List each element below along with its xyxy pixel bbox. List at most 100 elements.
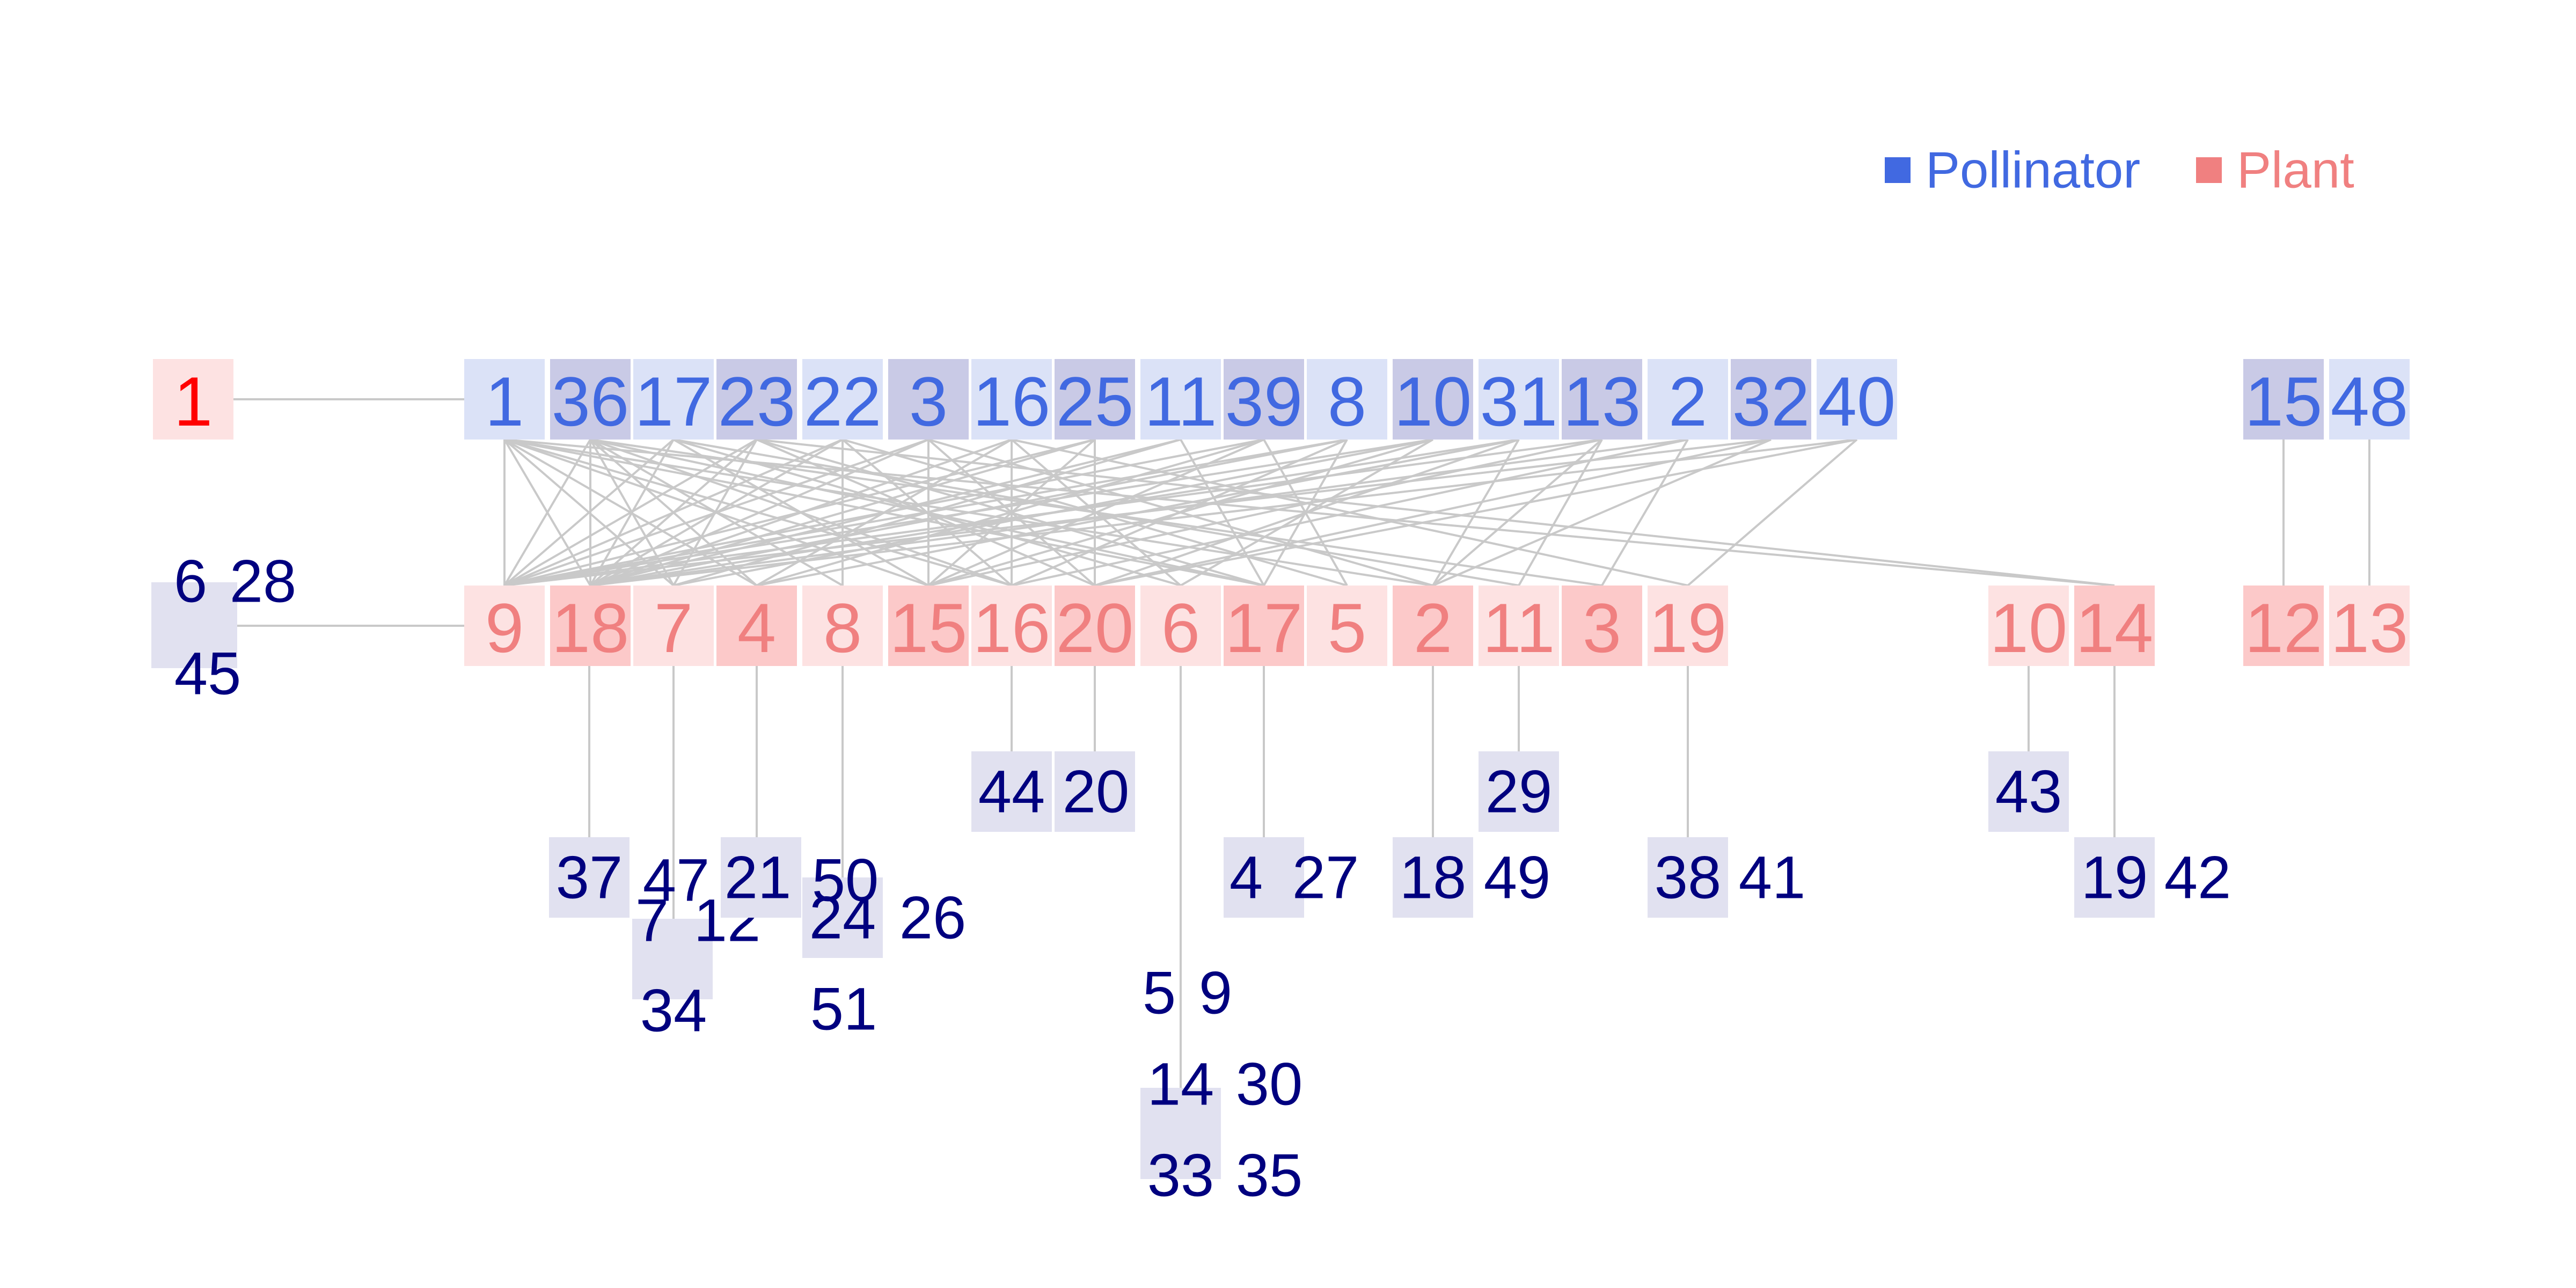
plant-node-box <box>1055 586 1135 666</box>
pollinator-node-box <box>1731 359 1811 440</box>
plant-node-box <box>1307 586 1387 666</box>
plant-node-label: 3 <box>1583 589 1621 667</box>
plant-node-19: 19 <box>1648 586 1728 667</box>
pollinator-node-label: 10 <box>1394 362 1472 441</box>
plant-node-2: 2 <box>1393 586 1473 667</box>
pollinator-node-23: 23 <box>716 359 797 441</box>
pollinator-group-member: 21 <box>724 844 792 911</box>
pollinator-node-box <box>888 359 969 440</box>
edge-P32-A2 <box>1432 438 1772 587</box>
pollinator-group-box <box>1648 837 1728 918</box>
pollinator-node-label: 48 <box>2331 362 2409 441</box>
pollinator-node-box <box>1307 359 1387 440</box>
plant-node-14: 14 <box>2074 586 2155 667</box>
pollinator-node-36: 36 <box>550 359 631 441</box>
pollinator-group-box <box>971 751 1052 832</box>
pollinator-group-box <box>802 877 883 958</box>
pollinator-node-label: 36 <box>552 362 630 441</box>
pollinator-node-1: 1 <box>464 359 545 441</box>
plant-node-box <box>1224 586 1304 666</box>
edge-P10-A15 <box>928 438 1433 587</box>
edge-P25-A18 <box>590 438 1095 587</box>
pollinator-group-member: 38 <box>1655 844 1722 911</box>
pollinator-group-18: 37 <box>549 837 630 918</box>
pollinator-node-label: 3 <box>909 362 948 441</box>
edge-P22-A9 <box>504 438 843 587</box>
pollinator-group-member: 45 <box>174 640 241 707</box>
pollinator-node-label: 22 <box>804 362 882 441</box>
pollinator-node-label: 17 <box>635 362 713 441</box>
pollinator-group-member: 29 <box>1485 758 1553 825</box>
pollinator-group-16: 44 <box>971 751 1052 832</box>
pollinator-node-label: 31 <box>1480 362 1558 441</box>
pollinator-node-17: 17 <box>633 359 714 441</box>
pollinator-group-member: 5 <box>1143 960 1176 1027</box>
plant-node-box <box>2243 586 2324 666</box>
plant-node-label: 20 <box>1056 589 1134 667</box>
pollinator-group-member: 20 <box>1063 758 1130 825</box>
pollinator-node-11: 11 <box>1140 359 1221 441</box>
plant-node-box <box>716 586 797 666</box>
pollinator-group-6: 5 9 14 30 33 35 <box>1140 960 1302 1209</box>
edge-P36-A9 <box>503 438 591 587</box>
plant-node-1: 1 <box>153 359 233 441</box>
edge-P3-A9 <box>504 438 929 587</box>
pollinator-node-label: 32 <box>1732 362 1810 441</box>
pollinator-node-2: 2 <box>1648 359 1728 441</box>
pollinator-node-box <box>1140 359 1221 440</box>
pollinator-node-31: 31 <box>1479 359 1559 441</box>
pollinator-node-box <box>1648 359 1728 440</box>
plant-node-6: 6 <box>1140 586 1221 667</box>
plant-node-15: 15 <box>888 586 969 667</box>
pollinator-node-25: 25 <box>1055 359 1135 441</box>
legend: Pollinator Plant <box>1885 142 2354 199</box>
plant-node-box <box>464 586 545 666</box>
plant-node-label: 6 <box>1161 589 1200 667</box>
pollinator-node-label: 2 <box>1668 362 1707 441</box>
pollinator-group-member: 37 <box>556 844 623 911</box>
pollinator-node-label: 15 <box>2245 362 2323 441</box>
pollinator-node-label: 8 <box>1328 362 1366 441</box>
pollinator-group-member: 4 <box>1230 844 1263 911</box>
plant-node-box <box>971 586 1052 666</box>
plant-node-label: 9 <box>485 589 524 667</box>
plant-node-box <box>550 586 631 666</box>
plant-node-label: 19 <box>1649 589 1727 667</box>
edge-P2-A3 <box>1601 438 1689 587</box>
pollinator-node-32: 32 <box>1731 359 1811 441</box>
pollinator-group-17: 4 27 <box>1224 837 1359 918</box>
pollinator-node-box <box>1562 359 1642 440</box>
pollinator-group-member: 44 <box>978 758 1045 825</box>
legend-label-plant: Plant <box>2237 142 2354 199</box>
pollinator-group-member: 51 <box>810 976 877 1043</box>
pollinator-group-member: 35 <box>1236 1142 1303 1209</box>
pollinator-group-box <box>549 837 630 918</box>
plant-node-label: 17 <box>1225 589 1303 667</box>
pollinator-group-box <box>1140 1088 1221 1179</box>
pollinator-group-member: 6 <box>174 548 207 615</box>
pollinator-node-label: 13 <box>1563 362 1641 441</box>
pollinator-node-39: 39 <box>1224 359 1304 441</box>
pollinator-group-member: 27 <box>1292 844 1359 911</box>
legend-swatch-pollinator <box>1885 157 1911 183</box>
plant-node-4: 4 <box>716 586 797 667</box>
pollinator-group-member: 49 <box>1484 844 1551 911</box>
pollinator-group-member: 18 <box>1400 844 1467 911</box>
pollinator-group-box <box>151 582 237 668</box>
edge-P32-A9 <box>504 438 1772 587</box>
edge-P23-A9 <box>503 438 758 587</box>
plant-node-label: 12 <box>2245 589 2323 667</box>
plant-node-box <box>1648 586 1728 666</box>
legend-label-pollinator: Pollinator <box>1926 142 2140 199</box>
pollinator-group-box <box>1393 837 1473 918</box>
plant-node-20: 20 <box>1055 586 1135 667</box>
pollinator-group-4: 21 <box>721 837 801 918</box>
pollinator-node-40: 40 <box>1817 359 1897 441</box>
plant-node-3: 3 <box>1562 586 1642 667</box>
pollinator-group-box <box>1224 837 1304 918</box>
edge-P8-A9 <box>504 438 1348 587</box>
plant-node-label: 11 <box>1483 589 1555 667</box>
